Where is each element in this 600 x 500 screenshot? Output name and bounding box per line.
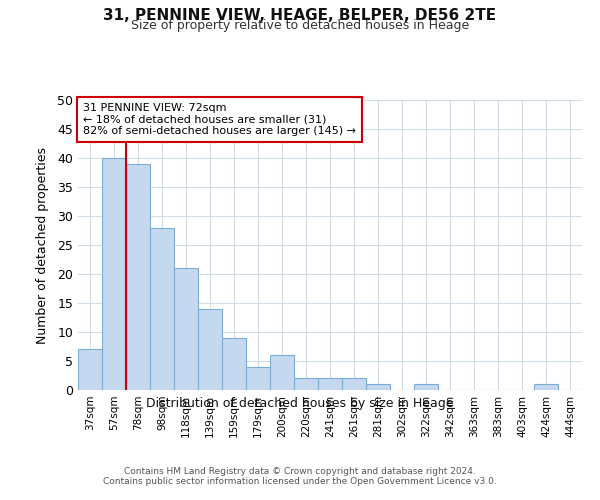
Bar [414, 384, 438, 390]
Text: Size of property relative to detached houses in Heage: Size of property relative to detached ho… [131, 18, 469, 32]
Text: Distribution of detached houses by size in Heage: Distribution of detached houses by size … [146, 398, 454, 410]
Text: Contains public sector information licensed under the Open Government Licence v3: Contains public sector information licen… [103, 477, 497, 486]
Bar [174, 268, 198, 390]
Bar [150, 228, 174, 390]
Bar [198, 309, 222, 390]
Bar [78, 350, 102, 390]
Bar [366, 384, 390, 390]
Bar [318, 378, 342, 390]
Bar [294, 378, 318, 390]
Bar [126, 164, 150, 390]
Bar [246, 367, 270, 390]
Text: Contains HM Land Registry data © Crown copyright and database right 2024.: Contains HM Land Registry data © Crown c… [124, 467, 476, 476]
Bar [270, 355, 294, 390]
Text: 31, PENNINE VIEW, HEAGE, BELPER, DE56 2TE: 31, PENNINE VIEW, HEAGE, BELPER, DE56 2T… [103, 8, 497, 22]
Y-axis label: Number of detached properties: Number of detached properties [36, 146, 49, 344]
Bar [102, 158, 126, 390]
Bar [342, 378, 366, 390]
Bar [534, 384, 558, 390]
Text: 31 PENNINE VIEW: 72sqm
← 18% of detached houses are smaller (31)
82% of semi-det: 31 PENNINE VIEW: 72sqm ← 18% of detached… [83, 103, 356, 136]
Bar [222, 338, 246, 390]
